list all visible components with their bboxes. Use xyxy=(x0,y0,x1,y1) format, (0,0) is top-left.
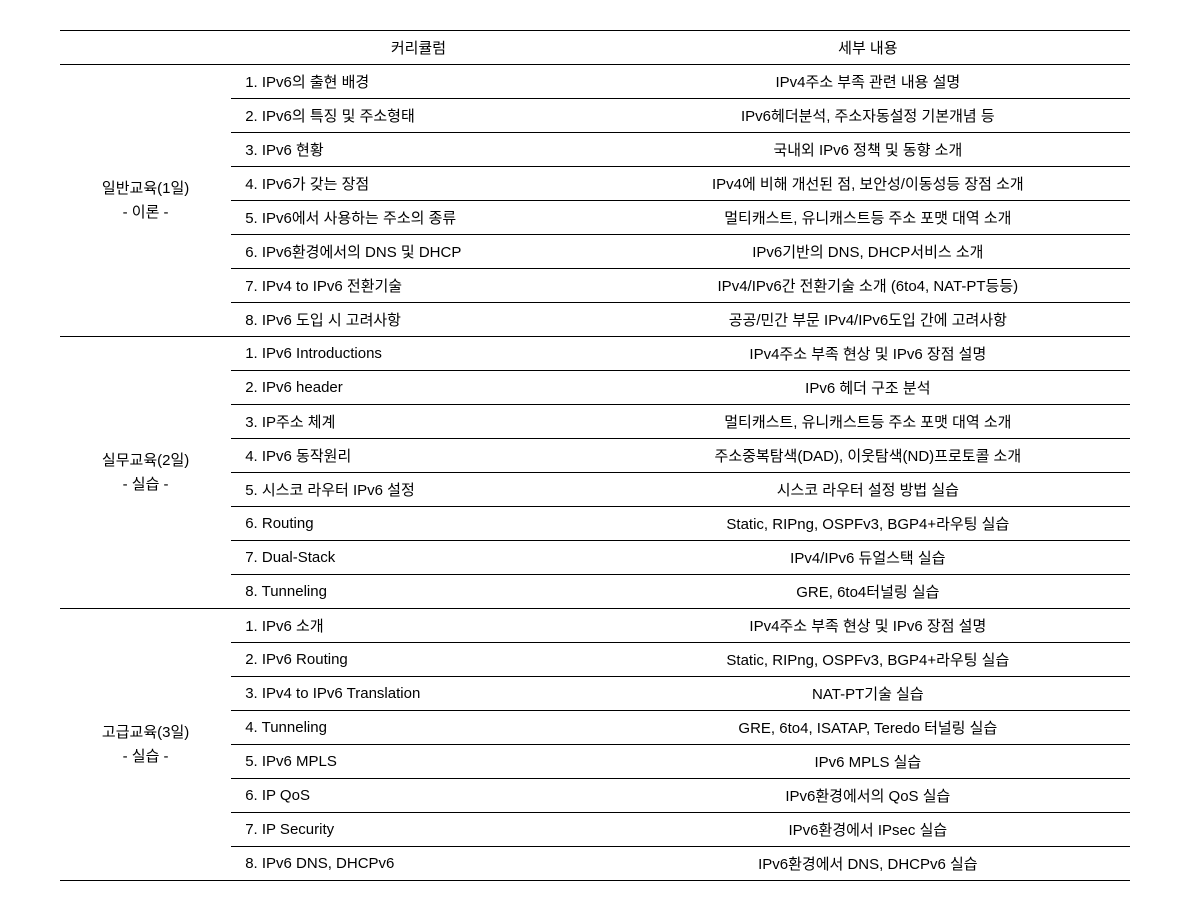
category-line1: 실무교육(2일) xyxy=(70,449,221,473)
detail-cell: 멀티캐스트, 유니캐스트등 주소 포맷 대역 소개 xyxy=(606,405,1130,439)
table-body: 일반교육(1일)- 이론 -1. IPv6의 출현 배경IPv4주소 부족 관련… xyxy=(60,65,1130,881)
category-line1: 일반교육(1일) xyxy=(70,177,221,201)
detail-cell: IPv6 MPLS 실습 xyxy=(606,745,1130,779)
curriculum-cell: 8. IPv6 DNS, DHCPv6 xyxy=(231,847,606,881)
curriculum-cell: 2. IPv6 header xyxy=(231,371,606,405)
curriculum-cell: 8. IPv6 도입 시 고려사항 xyxy=(231,303,606,337)
category-line2: - 실습 - xyxy=(70,473,221,497)
detail-cell: 공공/민간 부문 IPv4/IPv6도입 간에 고려사항 xyxy=(606,303,1130,337)
curriculum-cell: 1. IPv6의 출현 배경 xyxy=(231,65,606,99)
curriculum-cell: 6. IPv6환경에서의 DNS 및 DHCP xyxy=(231,235,606,269)
detail-cell: 멀티캐스트, 유니캐스트등 주소 포맷 대역 소개 xyxy=(606,201,1130,235)
detail-cell: 국내외 IPv6 정책 및 동향 소개 xyxy=(606,133,1130,167)
category-cell: 고급교육(3일)- 실습 - xyxy=(60,609,231,881)
table-row: 일반교육(1일)- 이론 -1. IPv6의 출현 배경IPv4주소 부족 관련… xyxy=(60,65,1130,99)
detail-cell: IPv4에 비해 개선된 점, 보안성/이동성등 장점 소개 xyxy=(606,167,1130,201)
curriculum-cell: 4. IPv6 동작원리 xyxy=(231,439,606,473)
detail-cell: IPv6헤더분석, 주소자동설정 기본개념 등 xyxy=(606,99,1130,133)
detail-cell: IPv6환경에서의 QoS 실습 xyxy=(606,779,1130,813)
detail-cell: IPv6환경에서 DNS, DHCPv6 실습 xyxy=(606,847,1130,881)
detail-cell: Static, RIPng, OSPFv3, BGP4+라우팅 실습 xyxy=(606,507,1130,541)
table-row: 고급교육(3일)- 실습 -1. IPv6 소개IPv4주소 부족 현상 및 I… xyxy=(60,609,1130,643)
curriculum-cell: 5. IPv6 MPLS xyxy=(231,745,606,779)
header-curriculum: 커리큘럼 xyxy=(231,31,606,65)
curriculum-cell: 8. Tunneling xyxy=(231,575,606,609)
detail-cell: Static, RIPng, OSPFv3, BGP4+라우팅 실습 xyxy=(606,643,1130,677)
curriculum-cell: 3. IPv6 현황 xyxy=(231,133,606,167)
curriculum-cell: 7. IP Security xyxy=(231,813,606,847)
detail-cell: IPv4주소 부족 현상 및 IPv6 장점 설명 xyxy=(606,337,1130,371)
curriculum-cell: 7. Dual-Stack xyxy=(231,541,606,575)
detail-cell: GRE, 6to4, ISATAP, Teredo 터널링 실습 xyxy=(606,711,1130,745)
curriculum-cell: 6. IP QoS xyxy=(231,779,606,813)
category-line2: - 실습 - xyxy=(70,745,221,769)
detail-cell: GRE, 6to4터널링 실습 xyxy=(606,575,1130,609)
curriculum-cell: 7. IPv4 to IPv6 전환기술 xyxy=(231,269,606,303)
detail-cell: 시스코 라우터 설정 방법 실습 xyxy=(606,473,1130,507)
detail-cell: IPv6환경에서 IPsec 실습 xyxy=(606,813,1130,847)
curriculum-cell: 2. IPv6 Routing xyxy=(231,643,606,677)
curriculum-cell: 3. IP주소 체계 xyxy=(231,405,606,439)
detail-cell: NAT-PT기술 실습 xyxy=(606,677,1130,711)
detail-cell: IPv6 헤더 구조 분석 xyxy=(606,371,1130,405)
curriculum-cell: 1. IPv6 소개 xyxy=(231,609,606,643)
header-category xyxy=(60,31,231,65)
curriculum-cell: 4. IPv6가 갖는 장점 xyxy=(231,167,606,201)
detail-cell: IPv6기반의 DNS, DHCP서비스 소개 xyxy=(606,235,1130,269)
category-line1: 고급교육(3일) xyxy=(70,721,221,745)
header-detail: 세부 내용 xyxy=(606,31,1130,65)
curriculum-table: 커리큘럼 세부 내용 일반교육(1일)- 이론 -1. IPv6의 출현 배경I… xyxy=(60,30,1130,881)
curriculum-cell: 4. Tunneling xyxy=(231,711,606,745)
detail-cell: IPv4주소 부족 현상 및 IPv6 장점 설명 xyxy=(606,609,1130,643)
curriculum-cell: 1. IPv6 Introductions xyxy=(231,337,606,371)
category-cell: 실무교육(2일)- 실습 - xyxy=(60,337,231,609)
detail-cell: 주소중복탐색(DAD), 이웃탐색(ND)프로토콜 소개 xyxy=(606,439,1130,473)
detail-cell: IPv4/IPv6간 전환기술 소개 (6to4, NAT-PT등등) xyxy=(606,269,1130,303)
category-line2: - 이론 - xyxy=(70,201,221,225)
table-row: 실무교육(2일)- 실습 -1. IPv6 IntroductionsIPv4주… xyxy=(60,337,1130,371)
curriculum-cell: 3. IPv4 to IPv6 Translation xyxy=(231,677,606,711)
category-cell: 일반교육(1일)- 이론 - xyxy=(60,65,231,337)
curriculum-cell: 2. IPv6의 특징 및 주소형태 xyxy=(231,99,606,133)
detail-cell: IPv4/IPv6 듀얼스택 실습 xyxy=(606,541,1130,575)
curriculum-cell: 5. 시스코 라우터 IPv6 설정 xyxy=(231,473,606,507)
curriculum-cell: 6. Routing xyxy=(231,507,606,541)
curriculum-cell: 5. IPv6에서 사용하는 주소의 종류 xyxy=(231,201,606,235)
detail-cell: IPv4주소 부족 관련 내용 설명 xyxy=(606,65,1130,99)
table-header-row: 커리큘럼 세부 내용 xyxy=(60,31,1130,65)
